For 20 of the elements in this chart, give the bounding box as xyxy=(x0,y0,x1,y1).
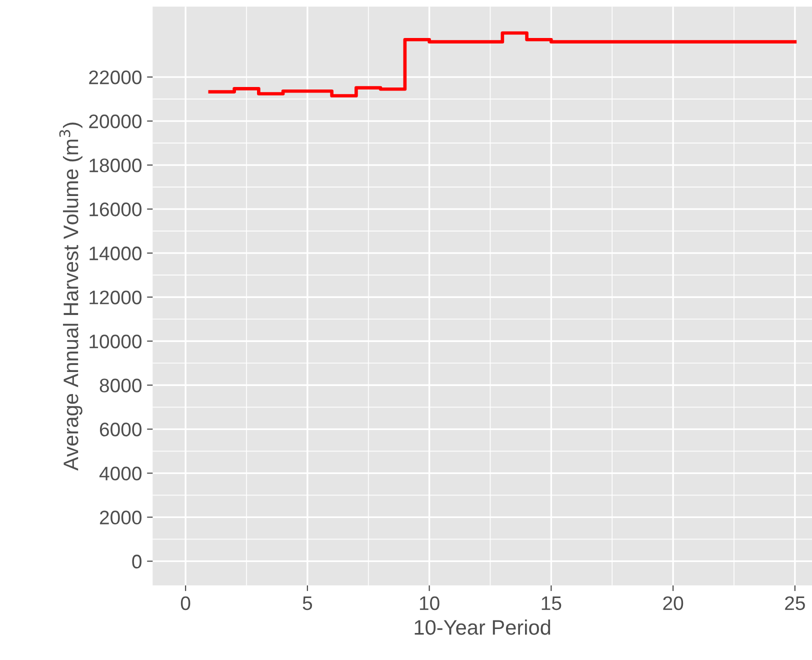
y-tick-label: 8000 xyxy=(100,378,142,392)
y-tick-label: 0 xyxy=(132,554,142,568)
y-tick-label: 12000 xyxy=(90,290,142,304)
y-axis-title: Average Annual Harvest Volume (m$^{3}$) xyxy=(59,122,82,471)
y-tick-label: 4000 xyxy=(99,466,142,480)
x-axis-title: 10-Year Period xyxy=(414,620,550,635)
y-tick-label: 18000 xyxy=(90,158,142,172)
y-tick-label: 6000 xyxy=(100,422,142,436)
y-tick-label: 22000 xyxy=(89,70,142,84)
y-tick-label: 14000 xyxy=(90,246,142,260)
x-tick-label: 5 xyxy=(302,596,312,610)
y-tick-label: 2000 xyxy=(100,510,142,524)
x-tick-label: 0 xyxy=(180,596,190,610)
y-tick-label: 10000 xyxy=(90,334,142,348)
x-tick-label: 15 xyxy=(542,596,562,610)
y-tick-label: 20000 xyxy=(89,114,142,128)
y-tick-label: 16000 xyxy=(90,202,142,216)
x-tick-label: 25 xyxy=(785,596,805,610)
x-tick-label: 20 xyxy=(663,596,684,610)
x-tick-label: 10 xyxy=(420,596,440,610)
